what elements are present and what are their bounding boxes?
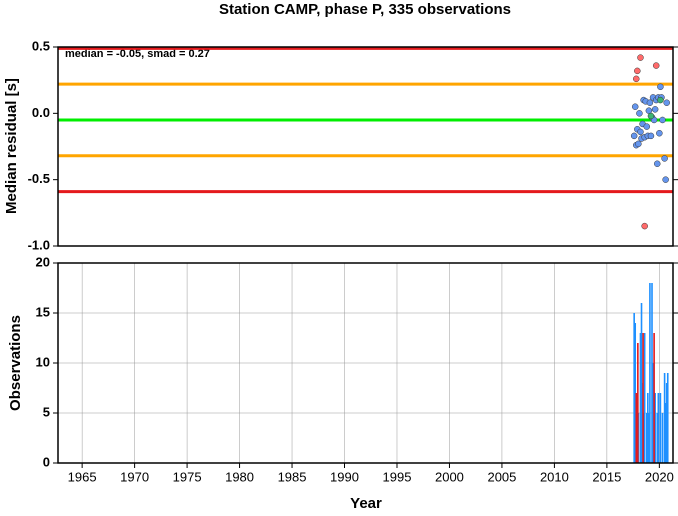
bar [639, 333, 642, 463]
bar [643, 333, 646, 463]
point [654, 160, 661, 167]
bar [642, 333, 644, 463]
point [647, 132, 655, 140]
annotation: median = -0.05, smad = 0.27 [65, 48, 210, 60]
bar [659, 393, 662, 463]
point [656, 129, 663, 137]
bar [640, 303, 643, 463]
point [630, 132, 638, 140]
point [659, 116, 666, 124]
x-tick-label: 2005 [487, 469, 516, 484]
y-tick-label: -0.5 [28, 171, 50, 186]
bar [651, 283, 653, 463]
y-axis-label: Median residual [s] [3, 78, 20, 214]
y-tick-label: 0.0 [32, 105, 50, 120]
point [647, 112, 655, 120]
y-tick-label: 0 [43, 454, 50, 469]
x-tick-label: 2000 [435, 469, 464, 484]
chart-title: Station CAMP, phase P, 335 observations [219, 1, 511, 18]
bar [653, 333, 655, 463]
x-tick-label: 1980 [225, 469, 254, 484]
point [657, 96, 664, 104]
bar [664, 403, 667, 463]
y-tick-label: 5 [43, 404, 50, 419]
y-tick-label: 15 [36, 304, 50, 319]
point [631, 103, 639, 110]
y-tick-label: 0.5 [32, 38, 50, 53]
point [657, 83, 664, 91]
point [635, 140, 642, 148]
x-tick-label: 1970 [120, 469, 149, 484]
point [636, 110, 643, 117]
y-tick-label: 20 [36, 254, 50, 269]
point [661, 155, 668, 162]
point [643, 123, 651, 130]
x-tick-label: 1985 [278, 469, 307, 484]
x-tick-label: 1975 [173, 469, 202, 484]
bar [666, 373, 669, 463]
y-tick-label: -1.0 [28, 237, 50, 252]
point [633, 75, 640, 83]
bar [645, 413, 648, 463]
point [637, 128, 644, 136]
bar [663, 373, 666, 463]
bar [633, 313, 635, 463]
x-tick-label: 1965 [68, 469, 97, 484]
bar [661, 413, 664, 463]
x-tick-label: 1990 [330, 469, 359, 484]
x-tick-label: 2015 [592, 469, 621, 484]
bar [652, 363, 654, 463]
bar [657, 393, 660, 463]
bar [635, 393, 638, 463]
x-axis-label: Year [350, 495, 382, 511]
point [646, 99, 654, 106]
point [651, 106, 659, 113]
point [652, 62, 660, 69]
x-tick-label: 1995 [383, 469, 412, 484]
bar [648, 413, 650, 463]
point [637, 54, 644, 61]
bar [634, 323, 637, 463]
y-axis-label: Observations [7, 315, 24, 411]
bar [665, 383, 668, 463]
x-tick-label: 2020 [645, 469, 674, 484]
plot-frame [57, 46, 674, 247]
y-tick-label: 10 [36, 354, 50, 369]
point [663, 99, 670, 106]
bar [654, 393, 656, 463]
point [662, 176, 669, 183]
point [634, 67, 641, 75]
bar [649, 283, 651, 463]
bar [647, 393, 649, 463]
bar [637, 343, 639, 463]
plot-frame [57, 262, 674, 464]
x-tick-label: 2010 [540, 469, 569, 484]
bar [656, 413, 659, 463]
point [641, 222, 648, 230]
